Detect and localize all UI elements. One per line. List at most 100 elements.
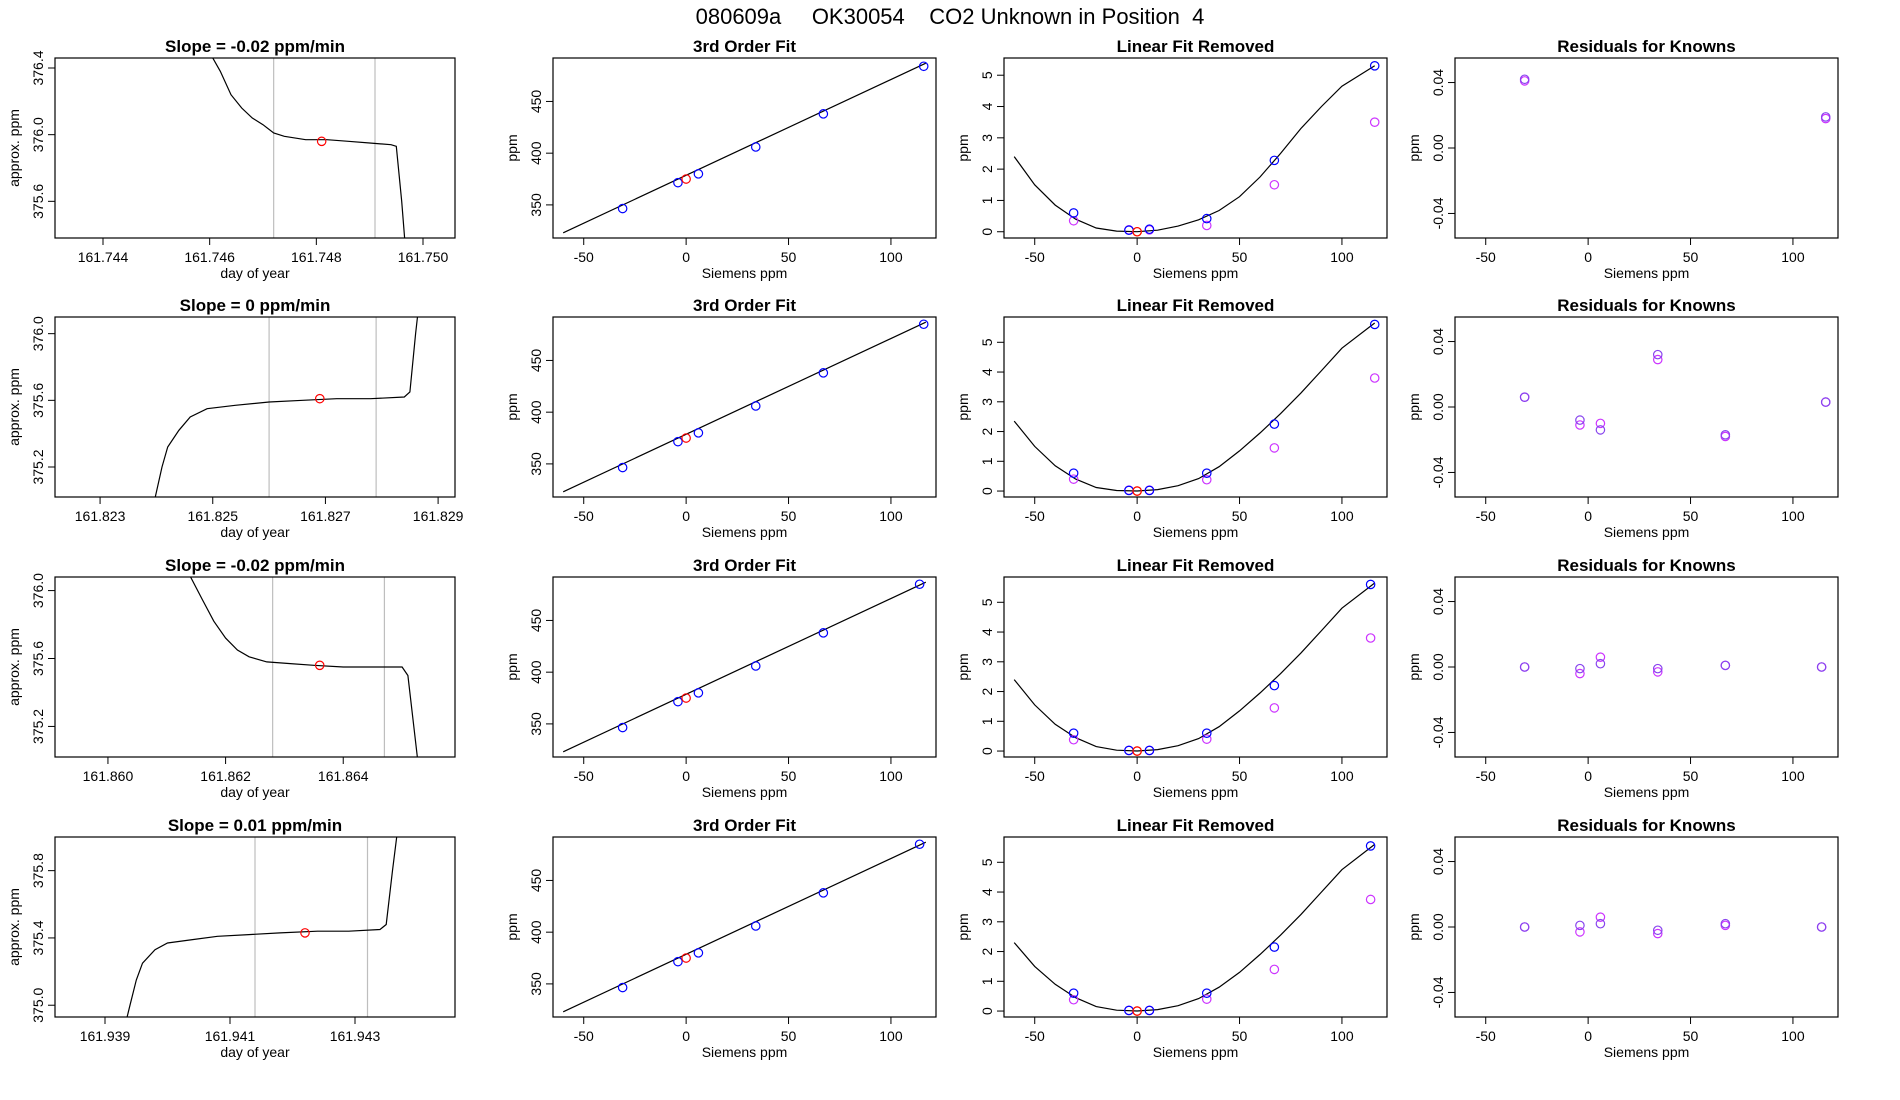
residual-point-blue [1720,430,1731,440]
plot-area [1519,652,1827,679]
panel-title: Slope = -0.02 ppm/min [165,37,345,56]
residual-point-blue [1519,662,1530,672]
x-tick-label: 161.860 [83,768,134,784]
residual-point-blue [1068,988,1079,998]
concentration-trace [189,577,418,757]
plot-frame [1003,576,1388,758]
panel-title: Residuals for Knowns [1557,816,1736,835]
residual-point-magenta [1269,703,1280,713]
y-tick-label: 375.6 [30,383,46,418]
fit-line [562,321,927,493]
panel-cal-row-3: 3rd Order Fit -50 0 50 100 350 400 450 Siemens p… [504,556,937,800]
x-tick-label: 100 [1781,508,1805,524]
y-tick-label: 0.04 [1430,328,1446,355]
y-tick-label: 3 [979,134,995,142]
residual-point-magenta [1269,964,1280,975]
y-axis-label: ppm [504,134,520,161]
residual-point-blue [1144,1005,1155,1016]
residual-point-blue [1595,918,1606,929]
y-axis-label: ppm [955,913,971,940]
residual-point-blue [1269,680,1280,691]
panel-title: Linear Fit Removed [1117,816,1275,835]
x-tick-label: 0 [1133,508,1141,524]
x-tick-label: 161.827 [300,508,351,524]
y-tick-label: 450 [528,349,544,373]
panel-res-row-4: Residuals for Knowns -50 0 50 100 -0.04 0.00 0.… [1406,816,1839,1060]
residual-point-blue [1595,425,1606,435]
residual-point-blue [1519,922,1530,932]
residual-point-blue [1652,663,1663,674]
y-tick-label: -0.04 [1430,716,1446,748]
x-tick-label: 0 [682,1028,690,1044]
residual-point-magenta [1595,652,1606,662]
y-tick-label: 1 [979,196,995,204]
y-tick-label: 450 [528,90,544,114]
plot-area [562,319,929,493]
plot-area [1013,579,1376,756]
y-tick-label: 0.00 [1430,393,1446,420]
y-tick-label: 0 [979,747,995,755]
residual-point-magenta [1269,443,1280,453]
panel-cal-row-4: 3rd Order Fit -50 0 50 100 350 400 450 Siemens p… [504,816,937,1060]
residual-point-magenta [1369,117,1380,127]
panel-title: 3rd Order Fit [693,296,796,315]
plot-area [1519,74,1831,124]
panel-cal-row-2: 3rd Order Fit -50 0 50 100 350 400 450 Siemens p… [504,296,937,540]
panel-ts-row-3: Slope = -0.02 ppm/min 161.860 161.862 161.8… [6,556,456,800]
panel-title: Slope = 0 ppm/min [180,296,331,315]
y-tick-label: 1 [979,457,995,465]
residual-point-magenta [1068,734,1079,745]
y-axis-label: ppm [504,393,520,420]
x-axis-label: Siemens ppm [702,524,788,540]
plot-area [562,61,929,234]
unknown-point [681,693,691,703]
panel-title: Linear Fit Removed [1117,556,1275,575]
y-tick-label: 450 [528,609,544,633]
x-tick-label: 50 [781,508,797,524]
panel-lin-row-4: Linear Fit Removed -50 0 50 100 0 1 2 3 4 5 Siemens… [955,816,1388,1060]
y-tick-label: 0.04 [1430,848,1446,875]
x-tick-label: 100 [1781,249,1805,265]
concentration-trace [126,837,398,1017]
panel-title: 3rd Order Fit [693,556,796,575]
x-tick-label: 100 [879,508,903,524]
y-tick-label: 4 [979,102,995,110]
x-tick-label: 161.825 [187,508,238,524]
x-tick-label: 50 [1232,508,1248,524]
x-tick-label: -50 [1025,1028,1045,1044]
panel-title: Linear Fit Removed [1117,37,1275,56]
y-tick-label: 375.2 [30,709,46,744]
residual-point-blue [1269,419,1280,429]
y-tick-label: 0 [979,228,995,236]
known-standard-point [693,948,704,958]
known-standard-point [818,109,829,119]
residual-point-blue [1519,392,1530,402]
plot-frame [1003,316,1388,498]
residual-point-blue [1720,660,1731,671]
panel-title: Residuals for Knowns [1557,37,1736,56]
plot-frame [1003,57,1388,239]
x-axis-label: Siemens ppm [1604,1044,1690,1060]
known-standard-point [693,169,704,179]
x-tick-label: -50 [1476,1028,1496,1044]
y-tick-label: -0.04 [1430,456,1446,488]
y-tick-label: 400 [528,660,544,684]
plot-area [126,837,398,1017]
x-tick-label: 100 [879,1028,903,1044]
known-standard-point [918,61,929,72]
y-tick-label: 0.04 [1430,69,1446,96]
fit-line [562,62,927,234]
y-tick-label: 375.4 [30,920,46,955]
y-tick-label: 2 [979,165,995,173]
panel-ts-row-4: Slope = 0.01 ppm/min 161.939 161.941 161.94… [6,816,456,1060]
residual-point-blue [1124,225,1134,235]
x-tick-label: 50 [1232,768,1248,784]
y-tick-label: 350 [528,712,544,736]
known-standard-point [750,921,761,931]
x-tick-label: 100 [1330,1028,1354,1044]
y-axis-label: ppm [955,134,971,161]
residual-point-blue [1652,349,1663,360]
x-tick-label: 100 [1330,508,1354,524]
panel-title: 3rd Order Fit [693,816,796,835]
residual-point-magenta [1201,220,1212,231]
